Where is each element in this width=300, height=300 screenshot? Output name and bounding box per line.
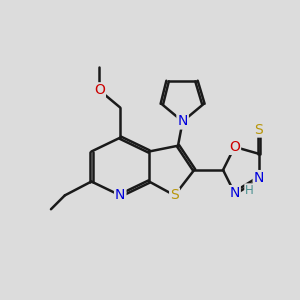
Text: H: H (245, 184, 254, 197)
Text: N: N (254, 171, 264, 185)
Text: O: O (229, 140, 240, 154)
Text: O: O (94, 83, 105, 97)
Text: N: N (230, 186, 240, 200)
Text: S: S (254, 123, 263, 136)
Text: N: N (115, 188, 125, 203)
Text: S: S (170, 188, 179, 203)
Text: N: N (177, 115, 188, 128)
